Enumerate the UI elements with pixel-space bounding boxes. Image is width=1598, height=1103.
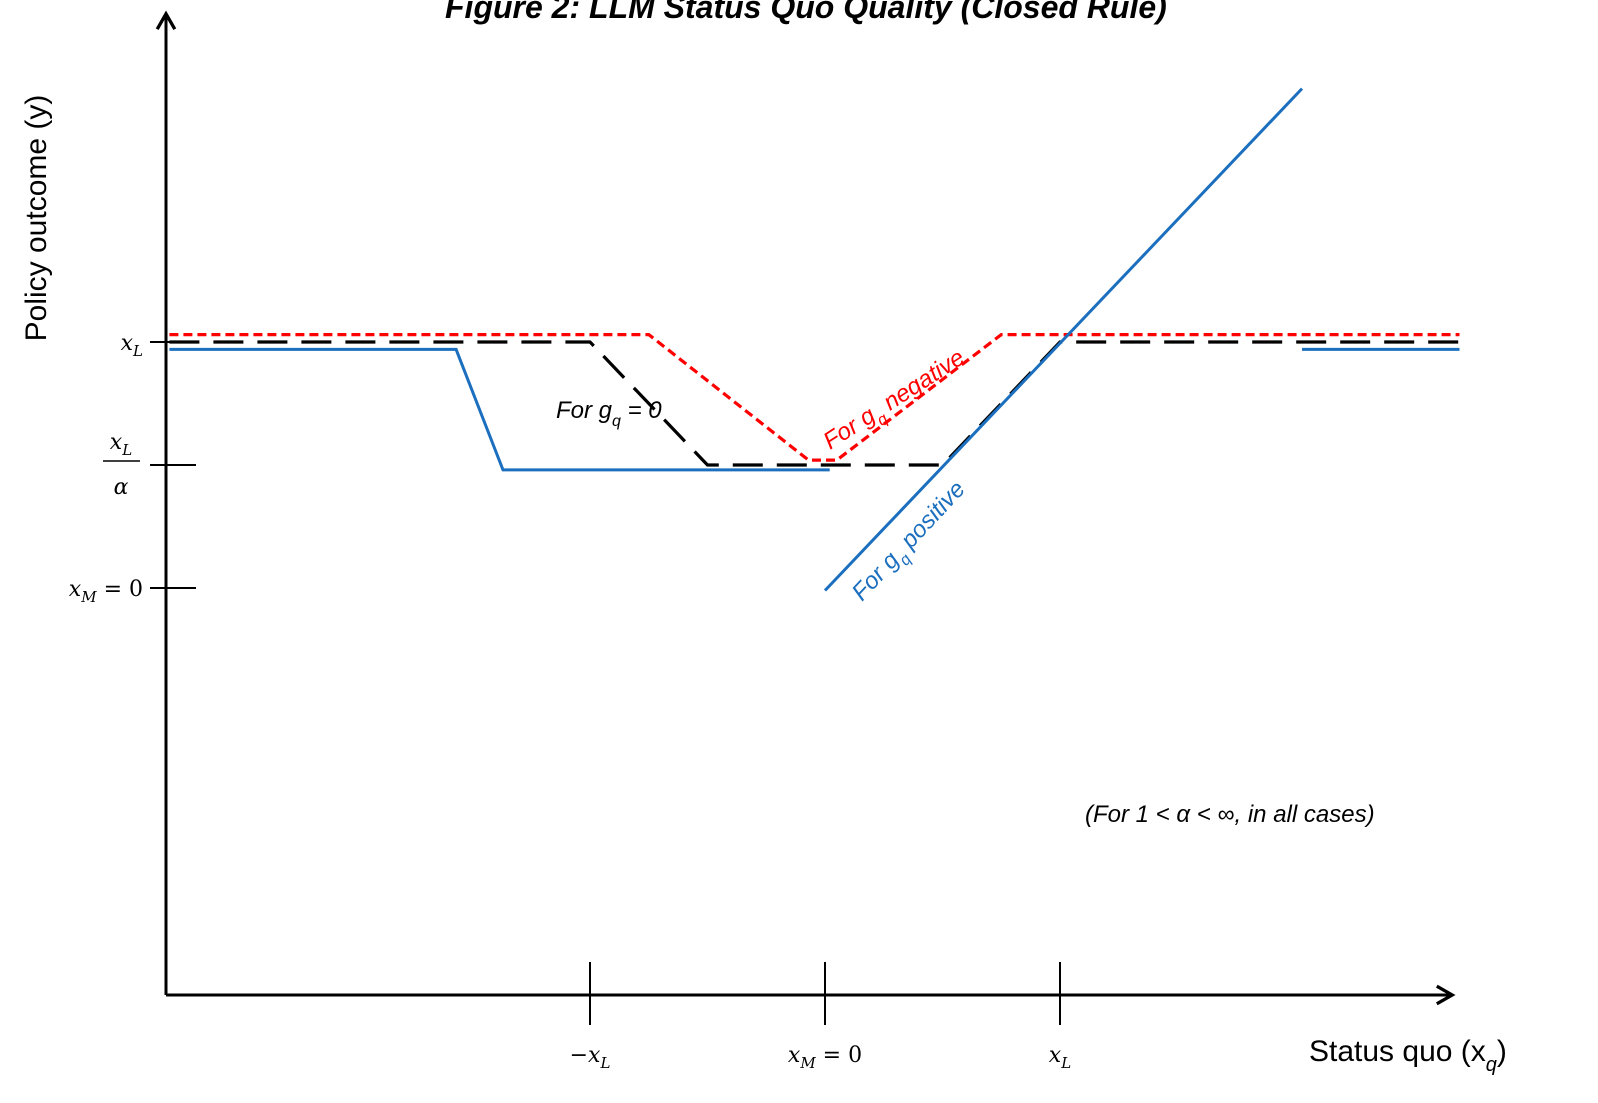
x-tick-label-2: xL — [1049, 1043, 1071, 1072]
annotation-g-positive-prefix: For g — [847, 546, 905, 606]
y-tick-label-1-denominator: α — [114, 475, 129, 500]
series-group — [169, 87, 1460, 592]
annotation-g-zero-prefix: For g — [556, 397, 613, 424]
annotation-g-positive-suffix: positive — [891, 476, 971, 559]
annotation-g-zero-sub: q — [612, 413, 621, 430]
x-axis-label-close: ) — [1497, 1035, 1507, 1068]
x-tick-label-1: xM = 0 — [788, 1043, 862, 1072]
y-ticks: xL xL α xM = 0 — [69, 331, 196, 606]
x-ticks: −xL xM = 0 xL — [570, 962, 1071, 1072]
y-tick-label-0: xL — [121, 331, 143, 360]
series-2-segment-0 — [169, 347, 830, 472]
series-0-segment-0 — [169, 340, 1460, 467]
annotation-g-zero-suffix: = 0 — [621, 397, 662, 424]
series-1-segment-0 — [169, 333, 1460, 462]
annotation-g-zero: For gq = 0 — [556, 397, 662, 430]
annotation-g-negative: For gq negative — [819, 344, 973, 460]
annotation-g-negative-suffix: negative — [873, 344, 969, 420]
y-tick-label-2: xM = 0 — [69, 577, 143, 606]
x-axis-label-sub: q — [1486, 1054, 1497, 1076]
annotation-g-negative-prefix: For g — [819, 402, 881, 456]
annotation-alpha-note: (For 1 < α < ∞, in all cases) — [1085, 801, 1375, 828]
y-axis-label: Policy outcome (y) — [20, 95, 53, 342]
y-tick-label-1-numerator: xL — [110, 430, 132, 459]
annotation-g-positive: For gq positive — [847, 476, 975, 610]
x-tick-label-0: −xL — [570, 1043, 611, 1072]
chart-title: Figure 2: LLM Status Quo Quality (Closed… — [445, 0, 1167, 25]
x-axis-label-main: Status quo (x — [1309, 1035, 1486, 1068]
x-axis-label: Status quo (xq) — [1309, 1035, 1507, 1076]
series-2-segment-1 — [823, 87, 1304, 592]
